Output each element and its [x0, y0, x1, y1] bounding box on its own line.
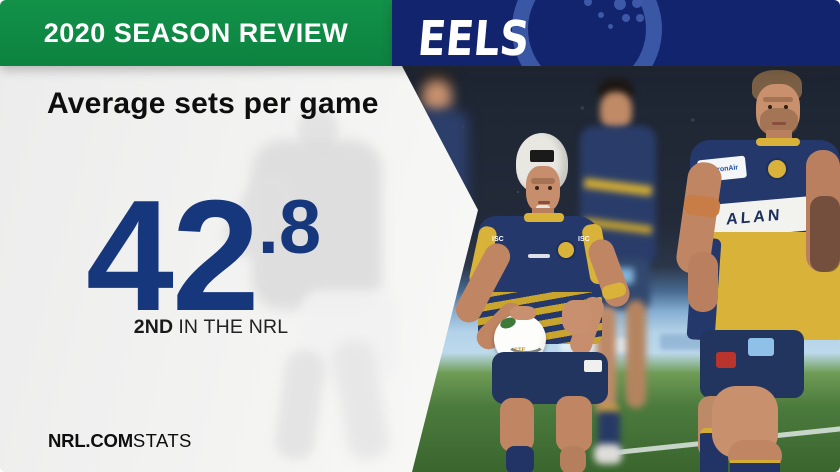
background-player-head [422, 80, 452, 114]
right-player-eye [768, 105, 772, 109]
stat-title: Average sets per game [47, 87, 379, 120]
main-player-fingers [510, 306, 536, 320]
right-player-tattoo [810, 196, 840, 272]
main-player-brow-shadow [531, 178, 555, 184]
main-player-eye [535, 186, 539, 190]
eel-spot [622, 14, 630, 22]
stats-wordmark: STATS [132, 430, 192, 451]
main-player-headgear-patch [530, 150, 554, 162]
stat-value-decimal: .8 [257, 185, 322, 270]
team-banner: EELS [392, 0, 840, 66]
ghost-player-leg [272, 347, 328, 463]
eel-spot [608, 24, 613, 29]
nrl-stats-logo: NRL.COMSTATS [48, 430, 192, 452]
main-player-shin [560, 446, 586, 472]
main-player-sponsor-mark [528, 254, 550, 258]
rank-suffix: IN THE NRL [178, 316, 289, 338]
main-player-hand [562, 300, 592, 334]
sponsor-band-text: ALAN [725, 206, 783, 229]
background-player-boot [594, 444, 622, 464]
main-player-mouth [538, 201, 550, 204]
right-player-forearm [688, 252, 718, 312]
main-player-face [526, 166, 560, 212]
eel-spot [598, 12, 604, 18]
season-banner: 2020 SEASON REVIEW [0, 0, 392, 66]
main-player-shorts-patch [584, 360, 602, 372]
right-player-mouth [772, 122, 786, 125]
main-player-eye [548, 186, 552, 190]
background-player-leg [626, 300, 646, 408]
background-player-sock [598, 406, 620, 453]
background-player-head [600, 92, 632, 130]
right-player-sock [730, 460, 780, 472]
right-player-eye [784, 105, 788, 109]
right-player-crest [766, 158, 788, 180]
eel-spot [584, 0, 592, 6]
season-banner-label: 2020 SEASON REVIEW [43, 17, 349, 48]
stat-value: 42.8 [86, 160, 321, 353]
stat-value-integer: 42 [86, 168, 260, 344]
main-player-thigh [556, 396, 592, 452]
shoulder-logo-text: ISC [492, 236, 504, 243]
main-player-collar [524, 213, 564, 222]
team-name: EELS [415, 11, 532, 66]
football-brand-text: STE [514, 348, 526, 354]
nrl-com-wordmark: NRL.COM [48, 430, 133, 451]
rank-line: 2ND IN THE NRL [86, 316, 336, 339]
eel-swirl-ring [512, 0, 662, 66]
right-player-shorts-patch [716, 352, 736, 368]
right-player-face [756, 84, 800, 136]
football-seam [506, 332, 546, 354]
right-player-brow-shadow [763, 97, 793, 102]
eels-logo-icon [449, 0, 662, 66]
eel-spot [636, 14, 644, 22]
eel-spot [632, 0, 642, 8]
shoulder-logo-text: ISC [578, 236, 590, 243]
main-player-thigh [500, 398, 534, 452]
right-player-shorts-patch [748, 338, 774, 356]
right-player-collar-trim [756, 138, 800, 146]
main-player-sock [506, 446, 534, 472]
eel-spot [614, 0, 626, 10]
main-player-crest [556, 240, 576, 260]
rank-position: 2ND [133, 316, 174, 338]
